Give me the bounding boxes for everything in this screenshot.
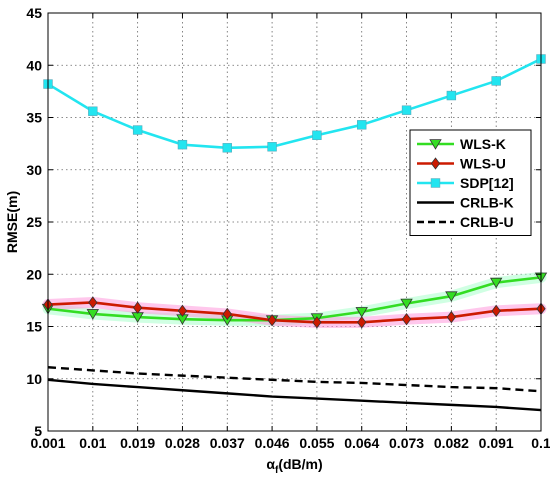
y-tick-label: 35 — [26, 110, 42, 126]
data-point — [489, 277, 503, 289]
data-point — [446, 90, 457, 101]
series-lines — [41, 54, 548, 412]
legend-label: WLS-U — [460, 156, 506, 172]
data-point — [267, 314, 277, 327]
series-line — [47, 301, 542, 324]
legend-label: SDP[12] — [460, 175, 514, 191]
data-point — [222, 143, 232, 153]
x-tick-label: 0.055 — [299, 435, 334, 451]
data-point — [132, 125, 143, 135]
y-axis-ticks: 5 10 15 20 25 30 35 40 45 — [26, 5, 541, 439]
y-tick-label: 25 — [26, 214, 42, 230]
data-point — [401, 105, 412, 115]
data-point — [267, 142, 277, 152]
x-tick-label: 0.037 — [210, 435, 245, 451]
y-axis-label: RMSE(m) — [4, 191, 20, 253]
data-point — [430, 178, 441, 188]
series-line — [47, 57, 542, 150]
legend-label: CRLB-K — [460, 195, 514, 211]
x-axis-label-symbol: α — [266, 456, 275, 472]
series-line — [47, 276, 542, 322]
data-point — [355, 307, 368, 318]
x-tick-label: 0.028 — [165, 435, 200, 451]
data-point — [312, 316, 322, 329]
data-point — [177, 139, 188, 150]
series-line — [47, 378, 542, 412]
data-point — [177, 304, 188, 317]
x-tick-label: 0.001 — [30, 435, 65, 451]
data-point — [357, 316, 367, 329]
data-point — [430, 157, 441, 170]
y-tick-label: 30 — [26, 162, 42, 178]
data-point — [446, 310, 456, 324]
data-point — [400, 298, 413, 310]
data-point — [88, 296, 98, 309]
x-tick-label: 0.073 — [389, 435, 424, 451]
legend-label: WLS-K — [460, 136, 506, 152]
y-tick-label: 15 — [26, 319, 42, 335]
x-axis-label-unit: (dB/m) — [278, 456, 322, 472]
data-point — [445, 291, 458, 302]
data-point — [491, 76, 501, 86]
x-tick-label: 0.064 — [344, 435, 379, 451]
data-point — [491, 304, 501, 317]
data-point — [86, 309, 100, 320]
y-tick-label: 10 — [26, 371, 42, 387]
data-point — [312, 130, 322, 140]
x-tick-label: 0.019 — [120, 435, 155, 451]
y-tick-label: 40 — [26, 57, 42, 73]
x-axis-label: αf(dB/m) — [266, 456, 322, 476]
legend: WLS-K WLS-U SDP[12] CRLB-K CRLB-U — [409, 129, 532, 236]
y-tick-label: 5 — [34, 423, 42, 439]
x-axis-ticks: 0.001 0.01 0.019 0.028 0.037 0.046 0.055 0.064 0… — [30, 13, 550, 451]
legend-label: CRLB-U — [460, 214, 514, 230]
x-tick-label: 0.082 — [434, 435, 469, 451]
data-point — [429, 139, 442, 150]
data-point — [401, 313, 412, 326]
x-tick-label: 0.046 — [255, 435, 290, 451]
data-point — [133, 301, 143, 314]
x-tick-label: 0.091 — [479, 435, 514, 451]
y-tick-label: 45 — [26, 5, 42, 21]
data-point — [222, 307, 232, 321]
data-point — [88, 106, 98, 116]
x-tick-label: 0.1 — [531, 435, 550, 451]
x-tick-label: 0.01 — [79, 435, 106, 451]
data-point — [357, 120, 367, 130]
series-line — [47, 366, 542, 393]
x-axis-label-subscript: f — [275, 465, 279, 476]
y-tick-label: 20 — [26, 266, 42, 282]
